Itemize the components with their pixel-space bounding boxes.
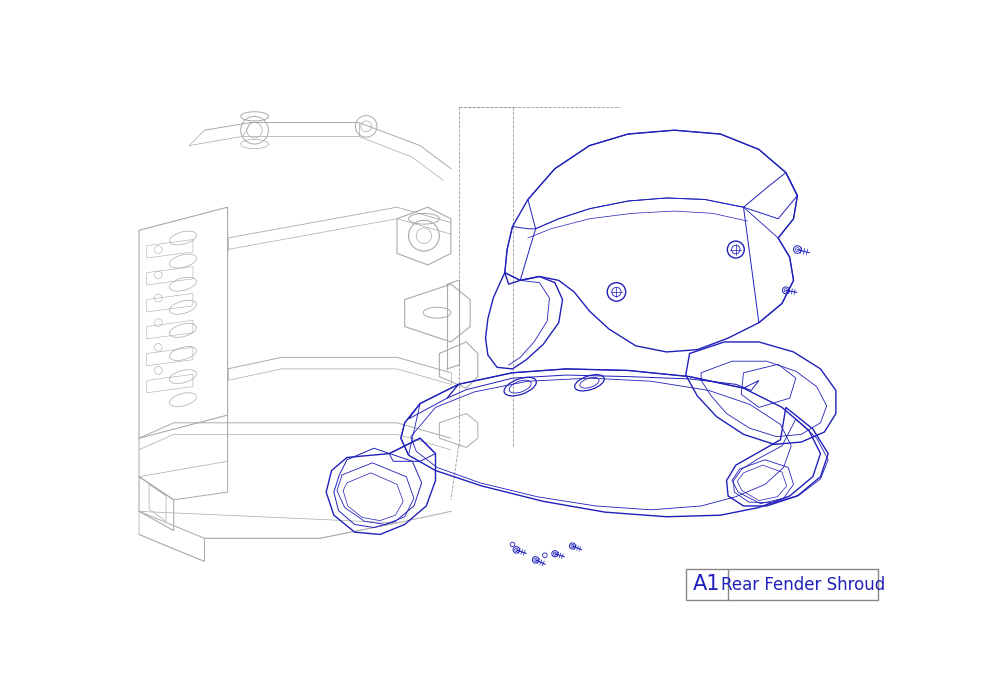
Text: Rear Fender Shroud: Rear Fender Shroud xyxy=(721,575,886,594)
Text: A1: A1 xyxy=(693,575,720,594)
FancyBboxPatch shape xyxy=(686,569,878,600)
